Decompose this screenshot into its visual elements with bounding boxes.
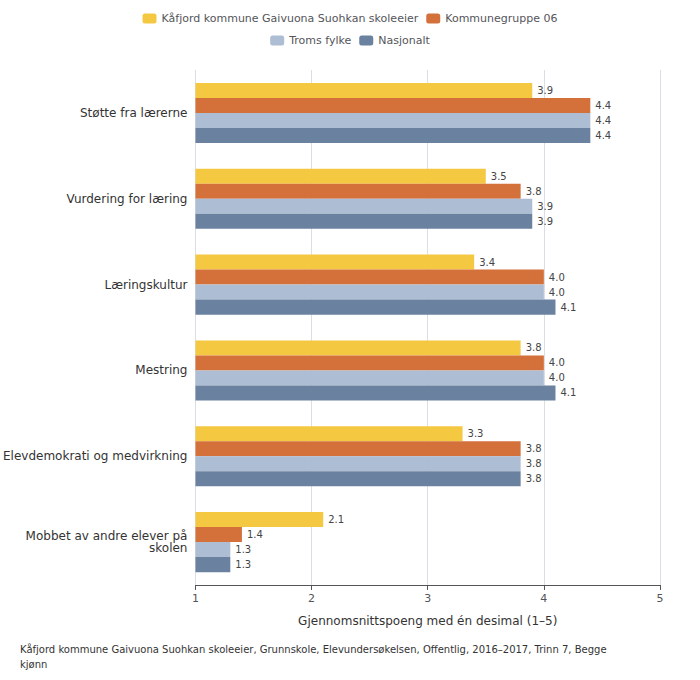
- svg-text:3.4: 3.4: [479, 257, 495, 268]
- svg-text:3: 3: [424, 592, 431, 605]
- svg-text:4.1: 4.1: [560, 387, 576, 398]
- svg-text:kjønn: kjønn: [20, 659, 47, 670]
- svg-text:Støtte fra lærerne: Støtte fra lærerne: [80, 106, 187, 120]
- svg-text:Kåfjord kommune Gaivuona Suohk: Kåfjord kommune Gaivuona Suohkan skoleei…: [20, 643, 607, 655]
- svg-text:Mobbet av andre elever på: Mobbet av andre elever på: [25, 529, 188, 544]
- svg-text:1.4: 1.4: [247, 529, 263, 540]
- svg-text:3.3: 3.3: [468, 428, 484, 439]
- svg-text:3.9: 3.9: [537, 85, 553, 96]
- svg-text:Læringskultur: Læringskultur: [104, 278, 187, 292]
- svg-text:3.8: 3.8: [526, 186, 542, 197]
- svg-text:Nasjonalt: Nasjonalt: [378, 34, 430, 47]
- svg-text:3.9: 3.9: [537, 201, 553, 212]
- svg-text:Gjennomsnittspoeng med én desi: Gjennomsnittspoeng med én desimal (1–5): [298, 614, 557, 628]
- svg-text:Kåfjord kommune Gaivuona Suohk: Kåfjord kommune Gaivuona Suohkan skoleei…: [162, 12, 419, 25]
- svg-text:4: 4: [540, 592, 547, 605]
- svg-text:4.0: 4.0: [549, 372, 565, 383]
- svg-text:Vurdering for læring: Vurdering for læring: [67, 192, 188, 206]
- svg-text:1: 1: [192, 592, 199, 605]
- svg-text:4.4: 4.4: [595, 115, 611, 126]
- svg-text:4.1: 4.1: [560, 302, 576, 313]
- svg-text:skolen: skolen: [149, 541, 187, 555]
- svg-text:4.4: 4.4: [595, 130, 611, 141]
- svg-text:4.4: 4.4: [595, 100, 611, 111]
- svg-text:4.0: 4.0: [549, 272, 565, 283]
- svg-text:Kommunegruppe 06: Kommunegruppe 06: [445, 12, 557, 25]
- svg-text:4.0: 4.0: [549, 357, 565, 368]
- svg-text:1.3: 1.3: [235, 544, 251, 555]
- svg-text:5: 5: [657, 592, 664, 605]
- svg-text:2: 2: [308, 592, 315, 605]
- svg-text:3.9: 3.9: [537, 216, 553, 227]
- svg-text:3.8: 3.8: [526, 342, 542, 353]
- svg-text:3.8: 3.8: [526, 458, 542, 469]
- svg-text:1.3: 1.3: [235, 559, 251, 570]
- svg-text:4.0: 4.0: [549, 287, 565, 298]
- svg-text:3.8: 3.8: [526, 473, 542, 484]
- svg-text:3.5: 3.5: [491, 171, 507, 182]
- svg-text:3.8: 3.8: [526, 443, 542, 454]
- svg-text:Mestring: Mestring: [135, 363, 187, 377]
- svg-text:Troms fylke: Troms fylke: [288, 34, 351, 47]
- svg-text:2.1: 2.1: [328, 514, 344, 525]
- svg-text:Elevdemokrati og medvirkning: Elevdemokrati og medvirkning: [3, 449, 187, 463]
